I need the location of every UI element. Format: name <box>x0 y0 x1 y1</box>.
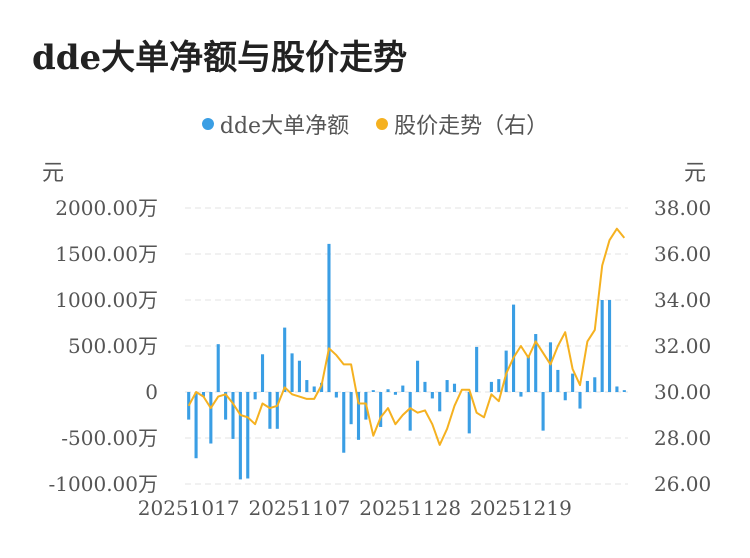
bar <box>283 327 287 392</box>
bar <box>423 381 427 392</box>
y-left-tick-label: 500.00万 <box>68 334 158 358</box>
legend-dot-line-icon <box>376 118 389 130</box>
price-line <box>187 227 626 446</box>
legend-label-line: 股价走势（右） <box>394 114 549 139</box>
bar <box>253 392 257 400</box>
bar <box>194 392 198 459</box>
bar <box>290 353 294 392</box>
bar <box>320 382 324 392</box>
legend-label-bar: dde大单净额 <box>219 114 350 139</box>
y-right-tick-label: 36.00 <box>654 242 711 266</box>
bar <box>231 392 235 439</box>
bar <box>209 392 213 444</box>
bar <box>246 392 250 479</box>
bar <box>342 392 346 453</box>
y-left-tick-label: 1000.00万 <box>55 288 158 312</box>
y-right-tick-label: 34.00 <box>654 288 711 312</box>
bar <box>600 300 604 392</box>
bar <box>216 344 220 392</box>
y-right-tick-label: 28.00 <box>654 426 711 450</box>
bar <box>497 379 501 392</box>
bar <box>571 373 575 392</box>
bar <box>386 389 390 392</box>
bar <box>615 386 619 392</box>
bar <box>312 386 316 392</box>
y-left-tick-label: 2000.00万 <box>55 196 158 220</box>
bar <box>438 392 442 412</box>
bar <box>556 369 560 392</box>
legend-dot-bar-icon <box>201 118 214 130</box>
y-left-tick-label: 1500.00万 <box>55 242 158 266</box>
x-tick-label: 20251017 <box>138 496 240 520</box>
legend: dde大单净额 股价走势（右） <box>0 108 750 140</box>
left-axis-unit: 元 <box>42 161 65 186</box>
bar <box>452 383 457 392</box>
bar <box>563 392 567 401</box>
bar <box>201 392 206 397</box>
bar <box>578 392 582 409</box>
bar <box>187 392 191 420</box>
bar <box>475 346 479 392</box>
bar <box>371 390 375 392</box>
bar <box>260 354 265 392</box>
bar <box>607 300 612 392</box>
bar <box>512 304 516 392</box>
x-tick-label: 20251219 <box>470 496 572 520</box>
y-right-tick-label: 26.00 <box>654 472 711 496</box>
y-left-tick-label: -500.00万 <box>61 426 158 450</box>
bar <box>334 392 338 398</box>
bar <box>585 380 589 392</box>
bar <box>356 392 361 440</box>
bar <box>467 392 471 434</box>
y-left-tick-label: -1000.00万 <box>49 472 158 496</box>
bar <box>416 360 420 392</box>
bar <box>305 380 309 392</box>
legend-item-line[interactable]: 股价走势（右） <box>376 108 548 140</box>
bar <box>519 392 523 397</box>
bar <box>268 392 272 429</box>
bar <box>534 334 538 392</box>
bar <box>445 380 449 392</box>
y-right-tick-label: 30.00 <box>654 380 711 404</box>
bar <box>526 355 530 392</box>
bar <box>393 392 397 395</box>
bar <box>379 392 383 427</box>
bar <box>408 392 412 431</box>
bar <box>593 377 597 392</box>
x-tick-label: 20251128 <box>359 496 461 520</box>
y-left-tick-label: 0 <box>145 380 158 404</box>
chart-title: dde大单净额与股价走势 <box>32 38 408 78</box>
bar <box>548 342 553 392</box>
y-right-tick-label: 32.00 <box>654 334 711 358</box>
bar <box>541 392 545 431</box>
bar <box>238 392 242 480</box>
right-axis-unit: 元 <box>684 161 707 186</box>
bar <box>275 392 279 429</box>
bar <box>224 392 228 420</box>
y-right-tick-label: 38.00 <box>654 196 711 220</box>
bar <box>401 385 405 392</box>
legend-item-bar[interactable]: dde大单净额 <box>201 108 350 140</box>
bar <box>327 243 331 392</box>
bar <box>297 360 301 392</box>
bar <box>489 381 493 392</box>
bar <box>622 390 626 392</box>
x-tick-label: 20251107 <box>249 496 351 520</box>
bar <box>430 392 434 399</box>
bar <box>349 392 353 425</box>
